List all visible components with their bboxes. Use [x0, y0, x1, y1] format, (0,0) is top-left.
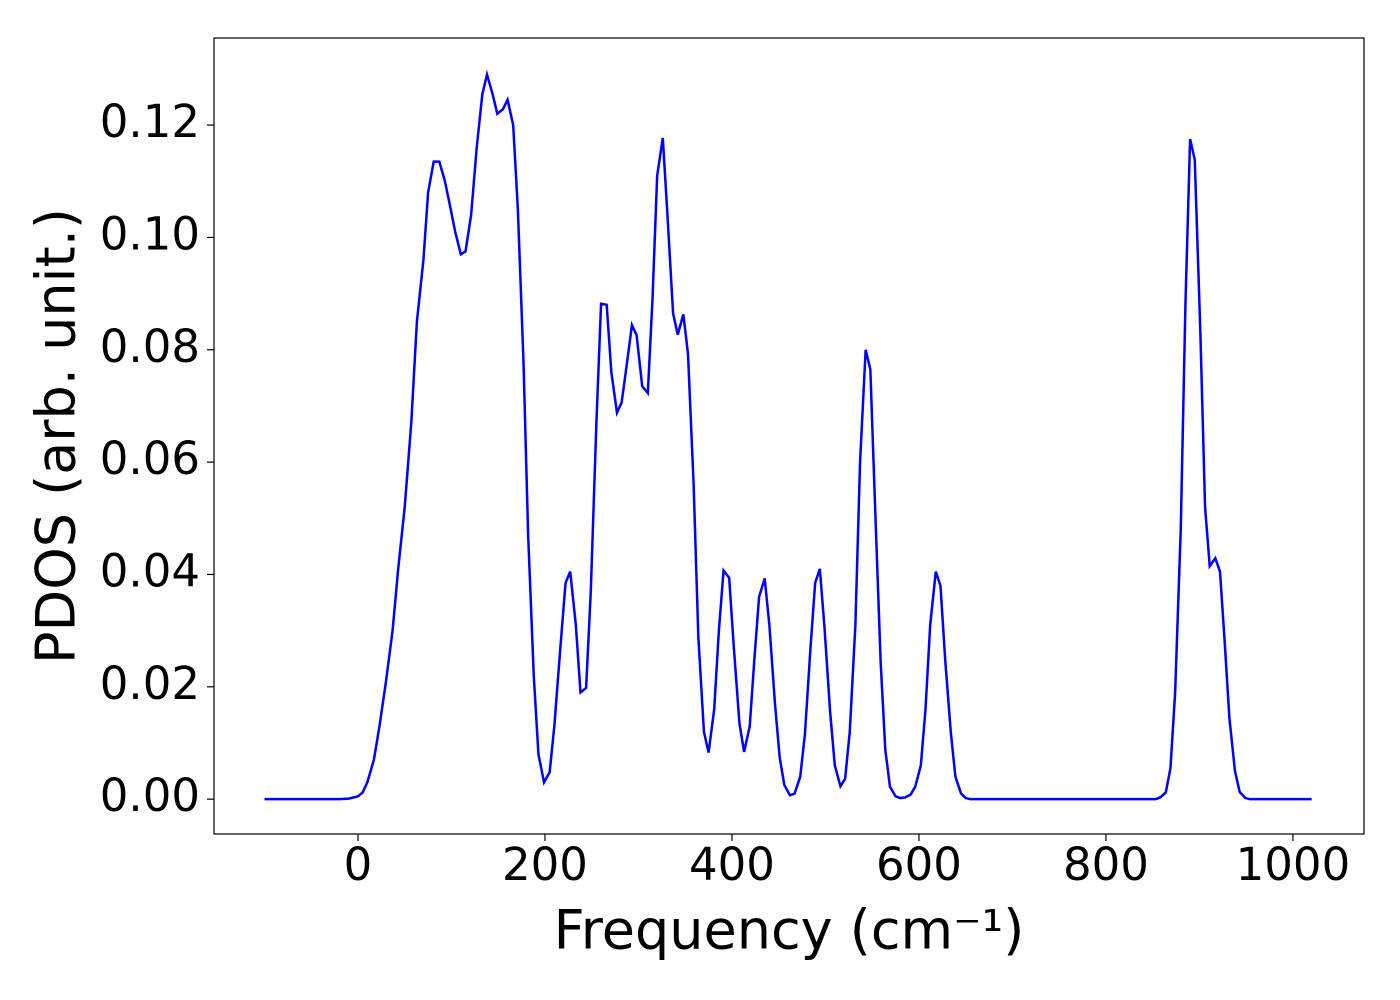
y-tick-label: 0.08 [100, 320, 200, 373]
y-tick-label: 0.04 [100, 544, 200, 597]
x-tick-label: 400 [689, 838, 775, 891]
plot-frame [213, 37, 1365, 835]
x-tick-label: 600 [876, 838, 962, 891]
x-tick-label: 800 [1063, 838, 1149, 891]
x-tick-label: 1000 [1236, 838, 1351, 891]
x-tick-label: 200 [502, 838, 588, 891]
data-line [264, 69, 1312, 801]
x-axis-label: Frequency (cm⁻¹) [554, 899, 1025, 962]
y-axis-label: PDOS (arb. unit.) [25, 208, 88, 664]
y-tick-label: 0.00 [100, 769, 200, 822]
y-tick-label: 0.10 [100, 207, 200, 260]
x-tick-label: 0 [344, 838, 373, 891]
y-tick-label: 0.06 [100, 432, 200, 485]
y-tick-label: 0.02 [100, 657, 200, 710]
y-tick-label: 0.12 [100, 95, 200, 148]
